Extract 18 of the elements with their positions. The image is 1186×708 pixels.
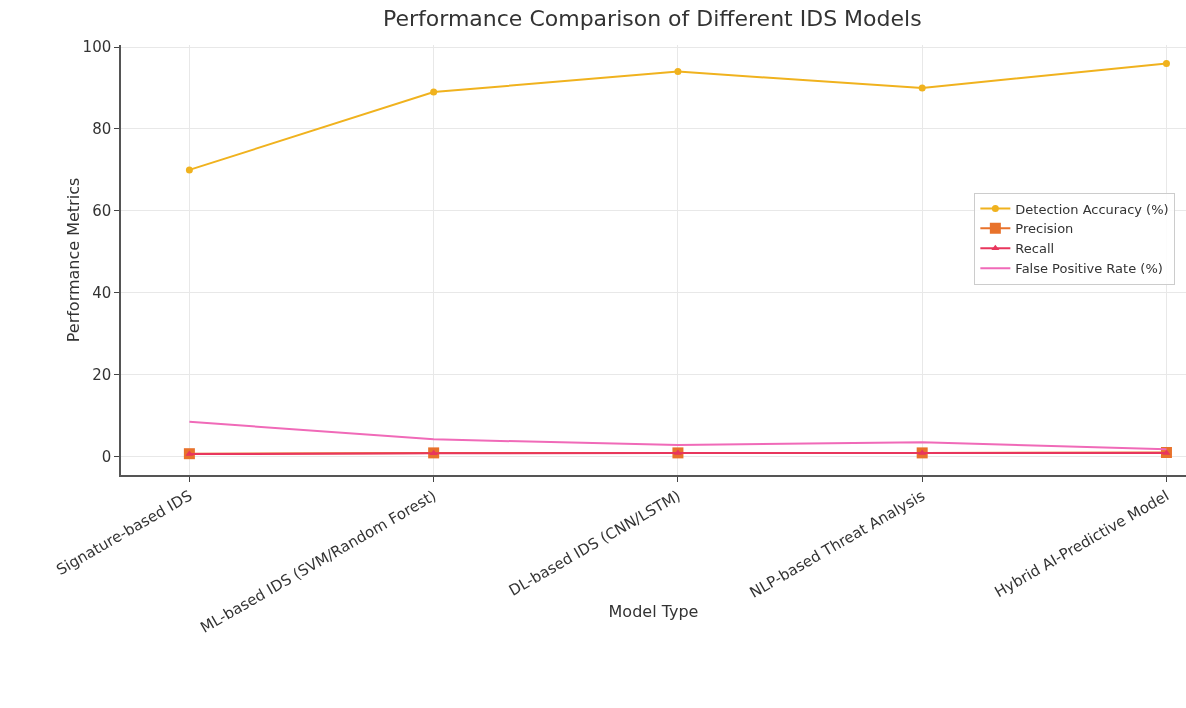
legend-label: Precision bbox=[1015, 221, 1074, 237]
point bbox=[674, 68, 682, 76]
y-tick-label: 40 bbox=[92, 284, 112, 303]
point bbox=[430, 88, 438, 96]
legend-label: False Positive Rate (%) bbox=[1015, 261, 1163, 277]
y-tick-label: 20 bbox=[92, 365, 112, 384]
point bbox=[185, 166, 193, 174]
x-axis-title: Model Type bbox=[608, 601, 699, 621]
chart-title: Performance Comparison of Different IDS Models bbox=[382, 6, 922, 32]
point bbox=[918, 84, 926, 92]
y-tick-label: 60 bbox=[92, 202, 112, 221]
y-tick-label: 0 bbox=[101, 447, 112, 466]
legend-label: Detection Accuracy (%) bbox=[1015, 201, 1169, 217]
y-tick-label: 100 bbox=[82, 38, 112, 57]
legend-label: Recall bbox=[1015, 241, 1055, 257]
y-axis-title: Performance Metrics bbox=[63, 177, 83, 343]
y-tick-label: 80 bbox=[92, 120, 112, 139]
point bbox=[1162, 59, 1170, 67]
